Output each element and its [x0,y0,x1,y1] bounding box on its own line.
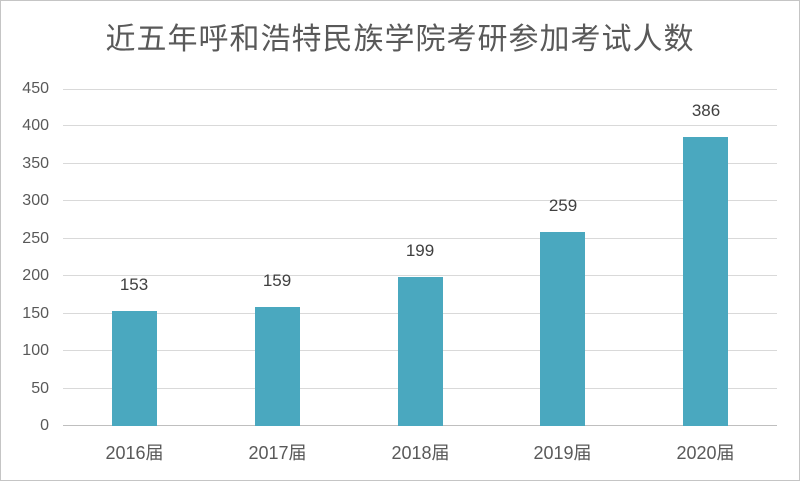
y-tick-label: 50 [31,380,49,397]
y-tick-label: 300 [22,192,49,209]
chart-title: 近五年呼和浩特民族学院考研参加考试人数 [105,23,695,56]
gridline [63,163,777,164]
y-tick-label: 150 [22,305,49,322]
y-tick-label: 250 [22,230,49,247]
bar-value-label: 259 [548,196,578,215]
bar [112,311,157,426]
gridline [63,125,777,126]
bar [255,307,300,426]
x-tick-label: 2018届 [391,443,450,463]
x-tick-label: 2017届 [248,443,307,463]
bar-value-label: 386 [691,101,721,120]
bar [398,277,443,426]
y-tick-label: 0 [40,417,49,434]
gridline [63,89,777,90]
bar-value-label: 153 [119,275,149,294]
y-tick-label: 200 [22,267,49,284]
y-tick-label: 450 [22,80,49,97]
bar [683,137,728,426]
plot-area: 153 159 199 259 386 [63,89,777,426]
gridline [63,275,777,276]
gridline [63,238,777,239]
gridline [63,200,777,201]
bar [540,232,585,426]
y-tick-label: 400 [22,117,49,134]
y-tick-label: 100 [22,342,49,359]
x-tick-label: 2016届 [105,443,164,463]
x-tick-label: 2019届 [533,443,592,463]
bar-value-label: 199 [405,241,435,260]
bar-value-label: 159 [262,271,292,290]
y-tick-label: 350 [22,155,49,172]
x-tick-label: 2020届 [676,443,735,463]
